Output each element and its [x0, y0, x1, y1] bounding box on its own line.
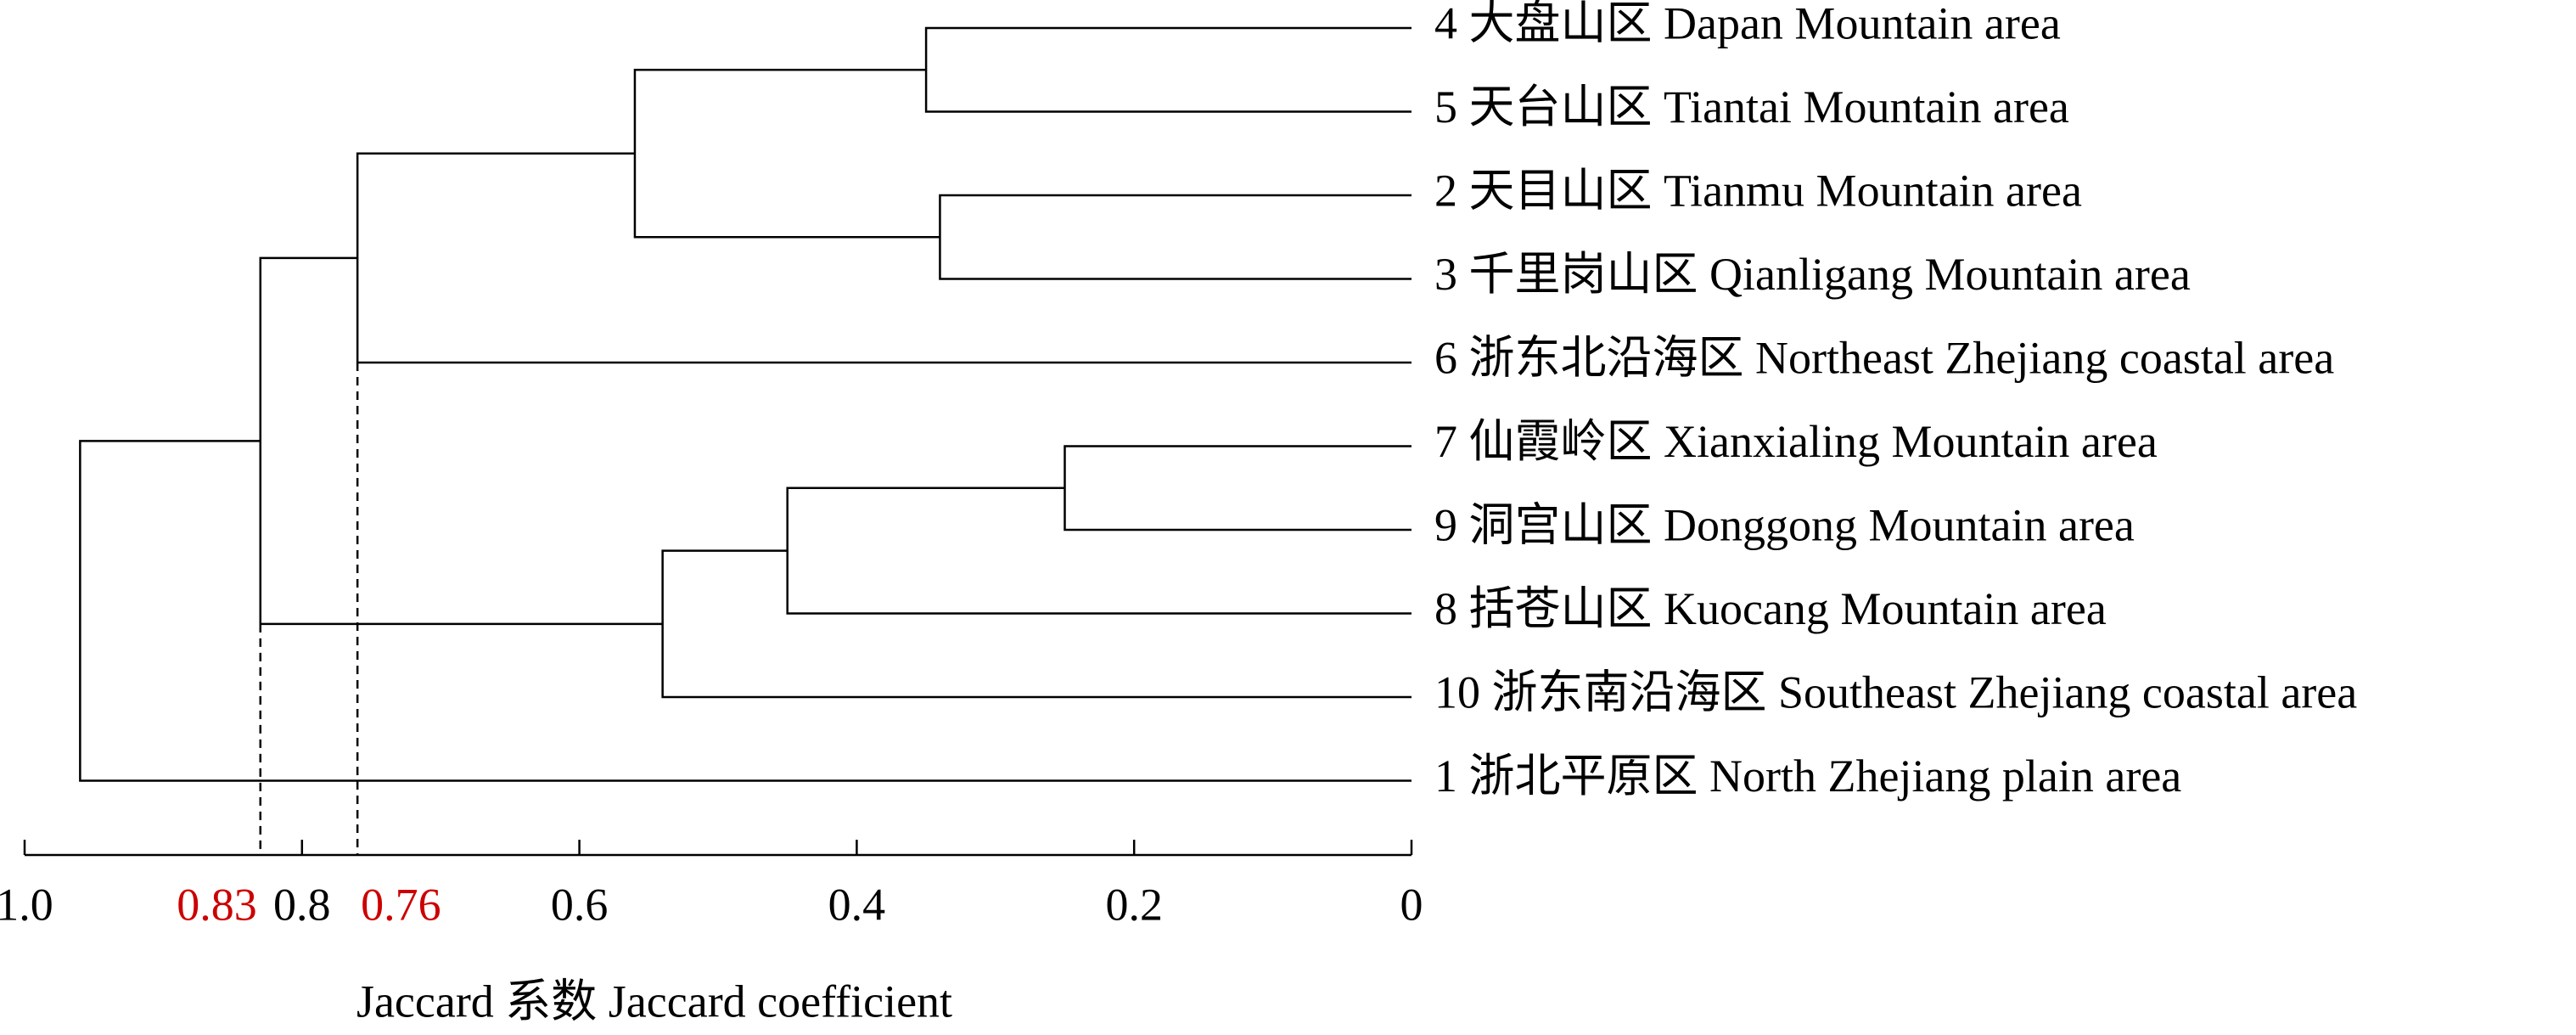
leaf-label: 8 括苍山区 Kuocang Mountain area — [1434, 583, 2107, 634]
cut-label: 0.76 — [361, 879, 441, 930]
leaf-label: 1 浙北平原区 North Zhejiang plain area — [1434, 751, 2181, 802]
dendrogram-link — [1064, 445, 1411, 532]
leaf-label: 3 千里岗山区 Qianligang Mountain area — [1434, 249, 2191, 300]
leaf-label: 9 洞宫山区 Donggong Mountain area — [1434, 499, 2135, 550]
x-tick-label: 0.2 — [1105, 879, 1163, 930]
leaf-label: 2 天目山区 Tianmu Mountain area — [1434, 165, 2082, 216]
dendrogram-link — [786, 487, 1411, 615]
cut-label: 0.83 — [177, 879, 257, 930]
x-tick-label: 0.4 — [828, 879, 886, 930]
x-tick-label: 0.8 — [273, 879, 331, 930]
dendrogram-link — [633, 69, 940, 239]
dendrogram-link — [924, 26, 1411, 113]
dendrogram-link — [939, 194, 1411, 280]
x-tick-label: 0 — [1400, 879, 1423, 930]
dendrogram-link — [661, 549, 1411, 699]
leaf-label: 5 天台山区 Tiantai Mountain area — [1434, 82, 2069, 132]
leaf-label: 7 仙霞岭区 Xianxialing Mountain area — [1434, 416, 2158, 467]
dendrogram-link — [79, 440, 1411, 782]
dendrogram-link — [259, 256, 663, 626]
leaf-label: 10 浙东南沿海区 Southeast Zhejiang coastal are… — [1434, 667, 2357, 717]
x-tick-label: 0.6 — [551, 879, 609, 930]
leaf-label: 4 大盘山区 Dapan Mountain area — [1434, 0, 2061, 48]
dendrogram-link — [356, 152, 1411, 364]
leaf-label: 6 浙东北沿海区 Northeast Zhejiang coastal area — [1434, 332, 2334, 383]
x-axis-title: Jaccard 系数 Jaccard coefficient — [356, 976, 952, 1027]
x-tick-label: 1.0 — [0, 879, 53, 930]
